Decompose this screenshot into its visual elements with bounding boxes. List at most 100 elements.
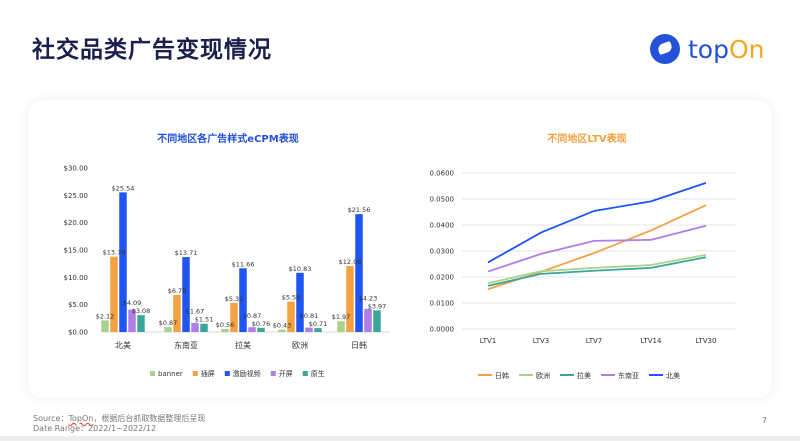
x-tick-label: LTV14 bbox=[641, 337, 662, 345]
data-label: $2.12 bbox=[96, 312, 115, 320]
legend-label: 日韩 bbox=[495, 371, 509, 380]
x-tick-label: LTV3 bbox=[533, 337, 549, 345]
y-tick-label: 0.0000 bbox=[430, 326, 455, 334]
topon-logo-text: topOn bbox=[688, 34, 765, 64]
bar-banner bbox=[278, 329, 286, 332]
data-label: $10.83 bbox=[289, 265, 312, 273]
y-tick-label: 0.0300 bbox=[430, 248, 455, 256]
bar-开屏 bbox=[191, 322, 199, 332]
data-label: $0.56 bbox=[216, 321, 235, 329]
data-label: $21.56 bbox=[348, 206, 371, 214]
x-tick-label: 欧洲 bbox=[292, 340, 308, 350]
bar-原生 bbox=[373, 310, 381, 332]
topon-logo-icon bbox=[650, 34, 680, 64]
legend-swatch bbox=[150, 371, 155, 376]
page-title: 社交品类广告变现情况 bbox=[32, 37, 272, 63]
legend-label: 激励视频 bbox=[233, 369, 261, 378]
y-tick-label: $10.00 bbox=[64, 274, 89, 282]
bar-激励视频 bbox=[355, 214, 363, 332]
bottom-bar bbox=[0, 436, 800, 441]
data-label: $5.32 bbox=[225, 295, 244, 303]
x-tick-label: LTV1 bbox=[480, 337, 496, 345]
bar-插屏 bbox=[110, 256, 118, 332]
bar-原生 bbox=[314, 328, 322, 332]
legend-swatch bbox=[302, 371, 308, 376]
x-tick-label: 日韩 bbox=[351, 340, 367, 350]
y-tick-label: 0.0500 bbox=[430, 196, 455, 204]
bar-插屏 bbox=[287, 301, 295, 332]
legend-swatch bbox=[192, 371, 198, 376]
legend-swatch bbox=[224, 371, 230, 376]
data-label: $1.67 bbox=[186, 308, 205, 316]
page-number: 7 bbox=[762, 416, 768, 425]
x-tick-label: LTV7 bbox=[586, 337, 602, 345]
bar-激励视频 bbox=[239, 268, 247, 332]
bar-开屏 bbox=[128, 309, 136, 332]
line-chart-title: 不同地区LTV表现 bbox=[547, 132, 626, 145]
bar-原生 bbox=[137, 315, 145, 332]
chart-card bbox=[28, 100, 772, 398]
data-label: $6.78 bbox=[168, 287, 187, 295]
line-北美 bbox=[487, 182, 707, 264]
data-label: $3.08 bbox=[132, 307, 151, 315]
bar-激励视频 bbox=[296, 272, 304, 332]
x-tick-label: 东南亚 bbox=[174, 340, 198, 350]
y-tick-label: 0.0200 bbox=[430, 274, 455, 282]
data-label: $1.51 bbox=[195, 316, 214, 324]
bar-banner bbox=[337, 321, 345, 332]
y-tick-label: $15.00 bbox=[64, 247, 89, 255]
x-tick-label: 拉美 bbox=[235, 340, 251, 350]
y-tick-label: 0.0100 bbox=[430, 300, 455, 308]
legend-label: 欧洲 bbox=[536, 371, 550, 380]
legend-label: 原生 bbox=[311, 369, 325, 378]
y-tick-label: $5.00 bbox=[68, 301, 88, 309]
line-东南亚 bbox=[487, 224, 707, 273]
data-label: $0.71 bbox=[309, 320, 328, 328]
bar-原生 bbox=[257, 327, 265, 332]
legend-swatch bbox=[270, 371, 276, 376]
bar-banner bbox=[164, 327, 172, 332]
y-tick-label: $25.00 bbox=[64, 192, 89, 200]
bar-开屏 bbox=[248, 327, 256, 332]
bar-原生 bbox=[200, 323, 208, 332]
bar-chart-title: 不同地区各广告样式eCPM表现 bbox=[157, 132, 298, 145]
data-label: $5.56 bbox=[282, 294, 301, 302]
data-label: $3.97 bbox=[368, 302, 387, 310]
legend-label: banner bbox=[158, 370, 183, 378]
bar-banner bbox=[221, 328, 229, 332]
y-tick-label: $20.00 bbox=[64, 219, 89, 227]
bar-插屏 bbox=[346, 266, 354, 332]
legend-label: 插屏 bbox=[201, 369, 215, 378]
data-label: $13.71 bbox=[175, 249, 198, 257]
legend-label: 东南亚 bbox=[618, 371, 639, 380]
legend-label: 开屏 bbox=[279, 370, 293, 378]
bar-激励视频 bbox=[119, 192, 127, 332]
y-tick-label: 0.0400 bbox=[430, 222, 455, 230]
data-label: $0.87 bbox=[243, 312, 262, 320]
bar-插屏 bbox=[230, 302, 238, 332]
data-label: $12.06 bbox=[339, 258, 362, 266]
data-label: $0.43 bbox=[273, 322, 292, 330]
data-label: $1.97 bbox=[332, 313, 351, 321]
data-label: $4.23 bbox=[359, 294, 378, 302]
y-tick-label: $0.00 bbox=[68, 329, 88, 337]
data-label: $11.66 bbox=[232, 260, 255, 268]
data-label: $0.87 bbox=[159, 319, 178, 327]
bar-开屏 bbox=[364, 308, 372, 332]
topon-logo: topOn bbox=[650, 34, 765, 64]
legend-label: 北美 bbox=[666, 371, 680, 380]
bar-banner bbox=[101, 320, 109, 332]
x-tick-label: LTV30 bbox=[696, 337, 717, 345]
x-tick-label: 北美 bbox=[115, 340, 131, 350]
line-拉美 bbox=[487, 256, 707, 287]
data-label: $25.54 bbox=[112, 184, 135, 192]
y-tick-label: 0.0600 bbox=[430, 170, 455, 178]
data-label: $13.78 bbox=[103, 249, 126, 257]
line-欧洲 bbox=[487, 254, 707, 285]
source-note: Source：TopOn，根据后台抓取数据整理后呈现 Date Range：20… bbox=[33, 414, 206, 433]
legend-label: 拉美 bbox=[577, 371, 591, 380]
data-label: $0.76 bbox=[252, 320, 271, 328]
bar-插屏 bbox=[173, 294, 181, 332]
bar-开屏 bbox=[305, 327, 313, 332]
